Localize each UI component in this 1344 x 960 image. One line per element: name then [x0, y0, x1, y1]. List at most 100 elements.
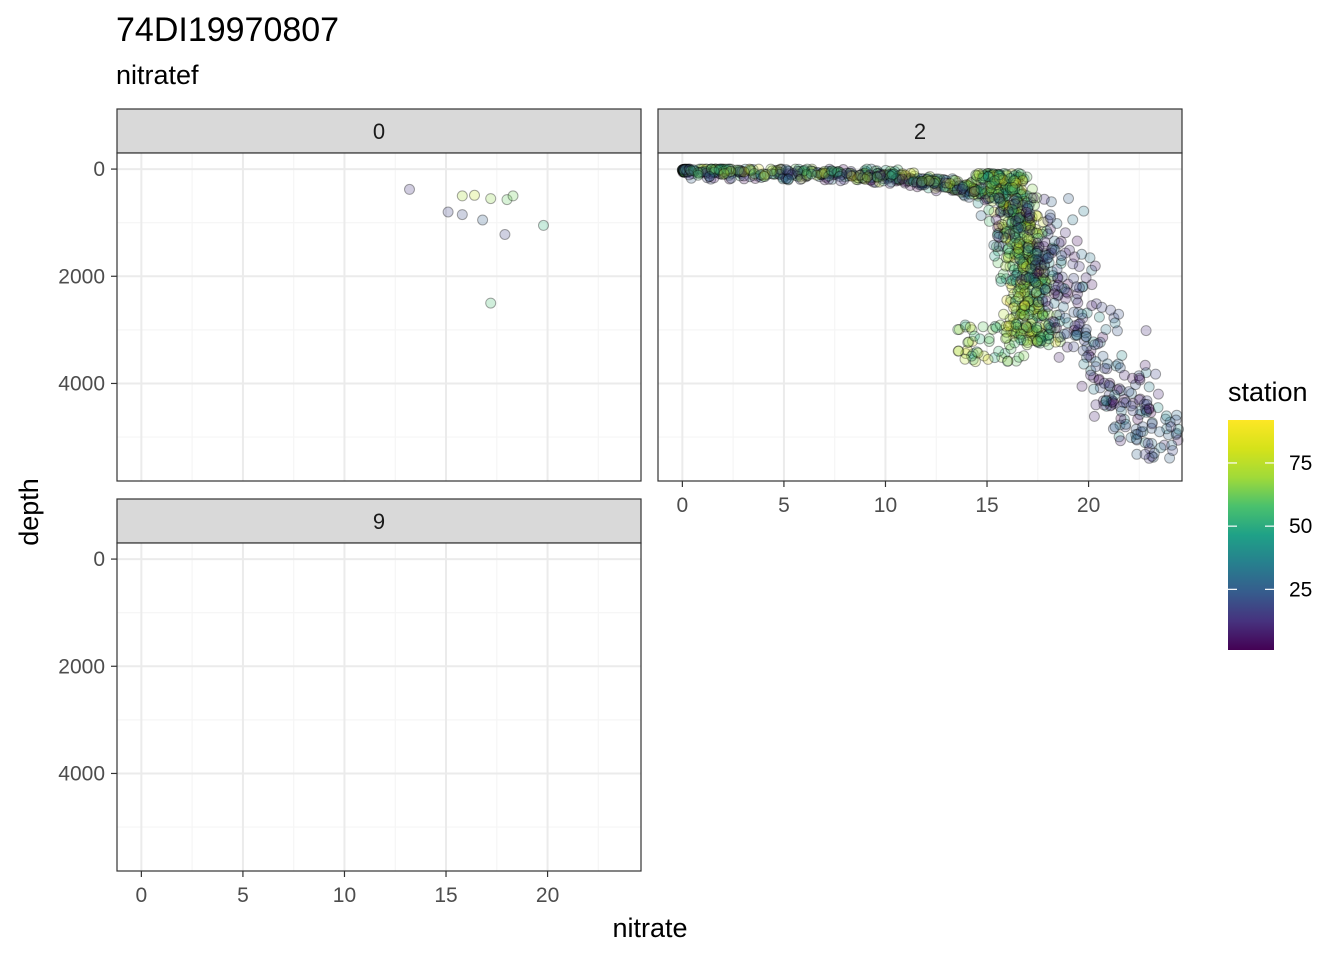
data-point [1002, 243, 1014, 255]
data-point [1002, 252, 1014, 264]
data-point [818, 165, 830, 177]
data-point [1000, 204, 1012, 216]
data-point [1013, 283, 1025, 295]
data-point [960, 179, 972, 191]
data-point [1083, 349, 1095, 361]
data-point [1087, 336, 1099, 348]
data-point [966, 324, 978, 336]
data-point [988, 206, 1000, 218]
data-point [995, 206, 1007, 217]
data-point [1032, 245, 1044, 257]
data-point [1001, 326, 1013, 338]
data-point [1031, 245, 1043, 257]
data-point [1004, 260, 1016, 272]
x-tick-label: 0 [136, 884, 148, 907]
data-point [681, 166, 693, 178]
data-point [811, 166, 823, 178]
data-point [867, 176, 879, 188]
data-point [932, 177, 943, 189]
data-point [1003, 320, 1015, 332]
data-point [894, 172, 905, 184]
data-point [953, 324, 965, 335]
data-point [1170, 429, 1182, 441]
data-point [1019, 192, 1031, 204]
data-point [793, 163, 805, 175]
data-point [1043, 257, 1055, 269]
data-point [806, 163, 818, 175]
data-point [919, 176, 931, 188]
data-point [816, 169, 828, 180]
data-point [1072, 297, 1084, 309]
data-point [992, 191, 1004, 203]
data-point [951, 184, 963, 196]
data-point [845, 169, 857, 181]
data-point [1044, 223, 1056, 235]
data-point [1028, 326, 1040, 338]
data-point [721, 163, 732, 175]
data-point [971, 185, 983, 197]
data-point [684, 163, 696, 175]
data-point [1014, 328, 1026, 340]
data-point [949, 182, 961, 194]
data-point [1020, 261, 1032, 272]
data-point [725, 163, 737, 175]
data-point [1158, 439, 1170, 451]
data-point [979, 170, 990, 182]
data-point [1012, 219, 1023, 231]
data-point [1032, 272, 1044, 284]
data-point [1025, 271, 1037, 283]
data-point [1141, 398, 1153, 410]
data-point [1033, 240, 1045, 252]
data-point [1012, 217, 1024, 229]
data-point [1031, 192, 1043, 204]
data-point [1008, 195, 1020, 207]
data-point [798, 165, 810, 177]
data-point [867, 171, 879, 183]
data-point [1033, 321, 1045, 333]
data-point [982, 353, 994, 365]
data-point [874, 170, 886, 182]
data-point [1014, 235, 1026, 247]
data-point [938, 181, 950, 193]
data-point [713, 163, 725, 175]
data-point [1017, 305, 1029, 317]
data-point [1009, 228, 1021, 240]
data-point [1086, 279, 1098, 291]
data-point [744, 171, 756, 183]
data-point [1047, 316, 1059, 327]
data-point [700, 163, 712, 175]
data-point [1013, 197, 1025, 209]
data-point [1008, 302, 1020, 314]
data-point [1042, 301, 1054, 312]
data-point [1030, 247, 1041, 259]
data-point [499, 229, 511, 240]
data-point [738, 173, 750, 185]
data-point [912, 172, 924, 184]
data-point [734, 164, 746, 176]
data-point [999, 348, 1011, 359]
data-point [968, 183, 980, 195]
data-point [739, 163, 751, 175]
data-point [968, 188, 980, 200]
data-point [998, 204, 1010, 215]
data-point [1021, 197, 1033, 209]
data-point [1027, 304, 1039, 316]
data-point [1062, 278, 1074, 290]
data-point [997, 194, 1009, 206]
data-point [1026, 215, 1037, 226]
data-point [939, 177, 951, 189]
data-point [997, 221, 1009, 233]
data-point [680, 163, 692, 175]
data-point [982, 169, 994, 181]
data-point [1080, 331, 1092, 343]
data-point [1009, 237, 1021, 249]
data-point [896, 168, 908, 180]
data-point [732, 166, 744, 178]
data-point [853, 172, 865, 184]
data-point [777, 171, 789, 183]
data-point [679, 164, 691, 176]
data-point [1013, 238, 1025, 250]
data-point [1000, 232, 1011, 244]
data-point [681, 164, 693, 176]
data-point [935, 181, 947, 193]
